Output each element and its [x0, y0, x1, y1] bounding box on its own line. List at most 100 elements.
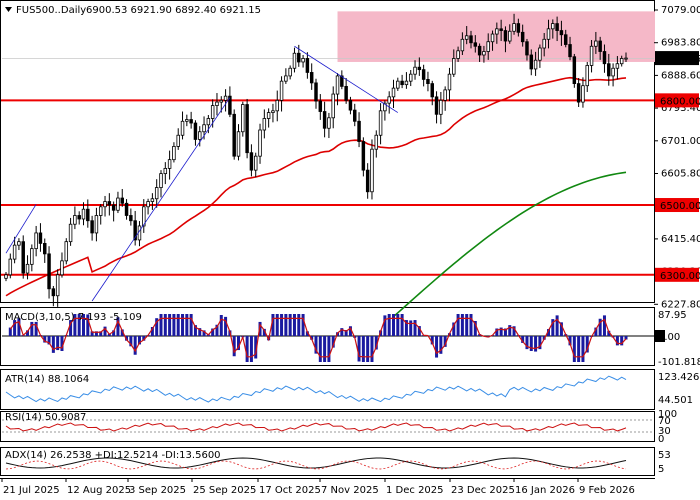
atr-panel: [0, 369, 655, 410]
candle-body: [508, 30, 512, 42]
candle: [189, 111, 193, 129]
candle: [279, 76, 284, 112]
candle: [309, 63, 314, 90]
candle: [322, 101, 327, 138]
candle-body: [249, 152, 254, 171]
macd-bar: [585, 336, 589, 353]
collapse-triangle-icon[interactable]: [5, 7, 12, 12]
candle: [167, 150, 172, 180]
price-tick-label: 6605.80: [661, 169, 700, 180]
candle-body: [146, 201, 150, 208]
candle: [185, 114, 189, 127]
candle: [335, 73, 340, 106]
candle: [266, 108, 271, 128]
candle: [344, 78, 348, 104]
trendline-2: [91, 97, 231, 302]
rsi-tick-label: 100: [658, 409, 677, 420]
candle: [383, 100, 387, 121]
candle-body: [430, 83, 434, 98]
macd-bar: [280, 314, 284, 336]
candle-body: [322, 111, 327, 129]
candle-body: [529, 54, 534, 70]
candle-body: [236, 131, 241, 157]
candle-body: [417, 66, 422, 71]
macd-bar: [331, 336, 335, 348]
macd-bar: [185, 314, 189, 336]
macd-bar: [224, 316, 228, 336]
macd-bar: [323, 336, 327, 362]
macd-bar: [594, 327, 598, 336]
candle: [378, 103, 383, 145]
ma50-line: [5, 76, 627, 297]
candle-body: [357, 120, 361, 142]
macd-bar: [129, 336, 133, 347]
macd-bar: [495, 328, 499, 336]
candle: [146, 198, 150, 215]
candle: [447, 67, 452, 102]
candle-body: [94, 215, 99, 234]
macd-bar: [469, 314, 473, 336]
candle-body: [275, 99, 279, 112]
macd-bar: [271, 314, 275, 336]
macd-bar: [176, 314, 180, 336]
candle: [81, 202, 86, 226]
candle: [288, 65, 292, 80]
candle: [624, 52, 628, 62]
candle-body: [193, 122, 198, 140]
candle-body: [469, 35, 473, 44]
candle: [111, 201, 116, 222]
moving-averages: [5, 76, 627, 318]
candle-body: [538, 47, 542, 61]
macd-bar: [417, 326, 421, 336]
ma200-line: [392, 171, 627, 318]
candle-body: [309, 72, 314, 84]
macd-tick-label: 87.95: [658, 310, 687, 321]
candle-body: [520, 31, 525, 43]
time-tick-label: 3 Sep 2025: [129, 485, 186, 496]
macd-bar: [275, 314, 279, 336]
candle-body: [396, 80, 400, 89]
candle: [47, 246, 51, 299]
macd-bar: [620, 336, 624, 346]
macd-bar: [310, 336, 314, 340]
candle-body: [611, 67, 615, 77]
candle-body: [348, 99, 353, 111]
candle: [253, 152, 258, 178]
macd-bar: [258, 321, 262, 336]
candle: [301, 54, 305, 68]
candle: [473, 35, 478, 53]
candles: [4, 13, 628, 307]
candle-body: [473, 42, 478, 47]
candle: [17, 238, 21, 251]
candle-body: [619, 58, 624, 65]
macd-bar: [581, 336, 585, 362]
candle-body: [253, 155, 258, 171]
candle-body: [150, 198, 155, 202]
macd-bar: [525, 336, 529, 350]
macd-bar: [439, 336, 443, 354]
candle-body: [25, 263, 30, 274]
candle-body: [486, 41, 490, 52]
candle: [86, 199, 90, 228]
candle: [232, 109, 236, 160]
macd-bar: [189, 314, 193, 336]
candle: [430, 80, 434, 106]
candle-body: [90, 220, 94, 234]
rsi-tick-label: 30: [658, 426, 671, 437]
candle: [331, 86, 335, 129]
candle-body: [452, 58, 456, 75]
macd-bar: [17, 318, 21, 336]
candle: [452, 49, 456, 77]
candle-body: [189, 119, 193, 124]
candle-body: [228, 95, 232, 115]
atr-label: ATR(14) 88.1064: [5, 374, 89, 385]
candle-body: [64, 241, 69, 262]
macd-bar: [551, 319, 555, 336]
candle: [107, 193, 112, 216]
candle-body: [55, 274, 60, 297]
candle: [374, 130, 379, 158]
candle-body: [370, 148, 374, 193]
candle: [228, 86, 232, 118]
candle-body: [585, 65, 589, 87]
